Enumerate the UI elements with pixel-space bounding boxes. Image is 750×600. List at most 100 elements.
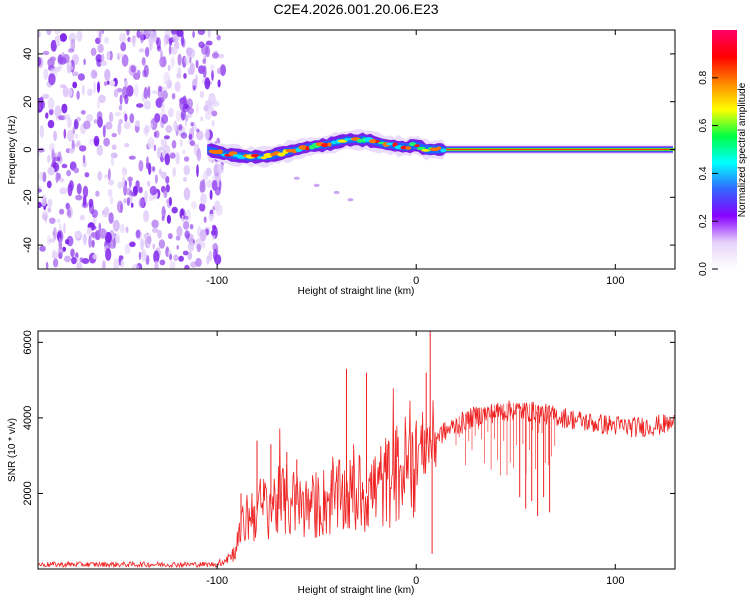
noise-blob [200, 193, 207, 205]
noise-blob [141, 57, 146, 66]
noise-blob [202, 58, 207, 65]
noise-blob [93, 81, 96, 94]
noise-blob [157, 96, 165, 103]
noise-blob [163, 190, 168, 198]
noise-blob [90, 232, 96, 238]
noise-blob [135, 229, 141, 239]
spectrogram-ytick-label: 0 [22, 146, 34, 152]
noise-blob [59, 208, 65, 215]
noise-blob [205, 40, 213, 46]
noise-blob [48, 238, 56, 243]
noise-blob [171, 93, 176, 100]
noise-blob [199, 183, 206, 193]
spectrogram-axes: -100 0 100 -40 -20 0 20 40 [22, 30, 675, 287]
noise-blob [189, 224, 194, 230]
noise-blob [138, 160, 144, 172]
snr-xtick-label: 100 [606, 575, 624, 587]
noise-blob [187, 251, 193, 260]
noise-blob [156, 147, 162, 159]
noise-blob [59, 56, 67, 65]
noise-blob [178, 255, 185, 262]
noise-blob [54, 105, 62, 118]
noise-blob [163, 135, 170, 140]
noise-blob [211, 70, 214, 81]
noise-blob [149, 122, 153, 129]
signal-blob [331, 140, 337, 145]
noise-blob [154, 113, 161, 123]
noise-blob [183, 176, 187, 182]
noise-blob [49, 217, 56, 224]
noise-blob [49, 56, 56, 62]
signal-blob [356, 138, 364, 143]
noise-blob [51, 251, 59, 260]
noise-blob [173, 120, 178, 132]
noise-blob [136, 103, 144, 108]
noise-blob [117, 122, 122, 135]
noise-blob [125, 226, 129, 233]
spectrogram-ytick-label: 20 [22, 96, 34, 108]
noise-blob [129, 113, 135, 124]
noise-blob [176, 226, 183, 237]
noise-blob [170, 46, 178, 55]
noise-blob [74, 143, 82, 148]
noise-blob [182, 250, 189, 256]
colorbar-tick-label: 0.4 [698, 166, 709, 180]
snr-ylabel: SNR (10 * v/v) [7, 418, 18, 482]
noise-blob [215, 204, 223, 216]
snr-line [38, 388, 675, 569]
noise-blob [107, 189, 113, 197]
noise-blob [94, 229, 101, 241]
noise-blob [98, 94, 106, 104]
signal-blob [421, 149, 431, 152]
noise-blob [38, 56, 42, 67]
noise-blob [74, 230, 82, 239]
noise-blob [145, 255, 150, 265]
noise-blob [213, 248, 218, 261]
noise-blob [161, 101, 166, 115]
noise-blob [69, 148, 75, 154]
noise-blob [159, 56, 167, 68]
noise-blob [38, 30, 41, 38]
signal-blob [327, 142, 332, 147]
noise-blob [103, 174, 110, 179]
noise-blob [198, 41, 205, 48]
snr-xtick-label: 0 [413, 575, 419, 587]
noise-blob [136, 30, 141, 39]
noise-blob [89, 254, 93, 260]
noise-blob [119, 33, 127, 43]
noise-blob [113, 88, 119, 98]
signal-blob [277, 152, 286, 157]
noise-blob [53, 130, 57, 142]
noise-blob [102, 125, 106, 138]
noise-blob [141, 249, 147, 262]
noise-blob [161, 114, 169, 124]
noise-blob [178, 124, 183, 131]
noise-blob [175, 109, 182, 122]
noise-blob [70, 248, 75, 258]
noise-blob [195, 74, 198, 83]
faint-branch-point [313, 183, 320, 187]
signal-blob [405, 146, 412, 150]
noise-blob [143, 86, 149, 100]
noise-blob [86, 227, 92, 234]
noise-blob [171, 140, 177, 149]
noise-blob [111, 144, 117, 150]
noise-blob [143, 64, 149, 78]
noise-blob [76, 90, 80, 100]
noise-blob [82, 233, 88, 244]
noise-blob [175, 152, 180, 165]
noise-blob [42, 171, 47, 183]
noise-blob [46, 180, 52, 189]
noise-blob [210, 63, 215, 72]
noise-blob [163, 144, 171, 157]
noise-blob [216, 67, 222, 75]
noise-blob [196, 130, 204, 141]
noise-blob [104, 231, 112, 244]
noise-blob [48, 73, 56, 86]
figure-title: C2E4.2026.001.20.06.E23 [273, 1, 438, 17]
noise-blob [112, 219, 120, 232]
noise-blob [169, 38, 173, 46]
noise-blob [167, 64, 171, 72]
noise-blob [67, 129, 74, 142]
